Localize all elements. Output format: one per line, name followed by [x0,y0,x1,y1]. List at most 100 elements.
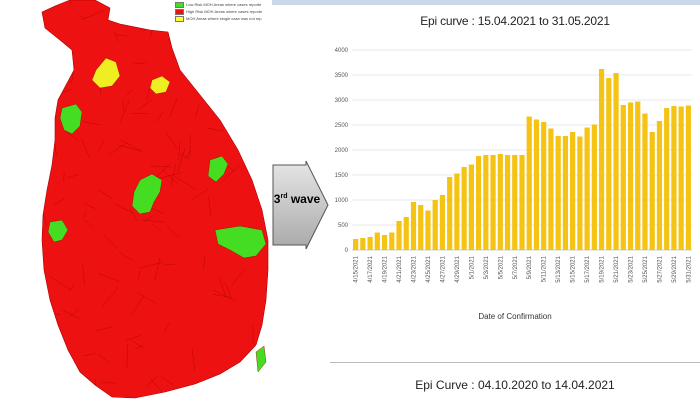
bar [679,107,684,251]
x-tick-label: 5/23/2021 [629,255,635,282]
bar [382,235,387,250]
bar [396,221,401,250]
wave-word: wave [291,192,320,206]
bar [642,114,647,251]
x-tick-label: 5/7/2021 [513,255,519,279]
bar [548,129,553,251]
bar [534,120,539,251]
x-tick-label: 4/29/2021 [455,255,461,282]
low-risk-area-south [256,346,266,372]
legend-swatch [175,16,184,22]
bar [650,132,655,250]
x-tick-label: 4/25/2021 [426,255,432,282]
bar [556,136,561,250]
legend-swatch [175,2,184,8]
y-tick-label: 2000 [335,148,349,154]
bar [628,103,633,251]
wave-suffix: rd [280,193,287,200]
bar [563,136,568,250]
x-tick-label: 5/9/2021 [527,255,533,279]
bar [469,165,474,251]
bar [635,102,640,251]
bar [440,195,445,250]
bar [476,156,481,250]
bar [686,106,691,251]
bar [454,174,459,251]
bar [483,155,488,250]
x-axis-label: Date of Confirmation [330,312,700,321]
y-tick-label: 500 [338,223,349,229]
x-tick-label: 4/21/2021 [397,255,403,282]
bar [367,237,372,250]
bar [671,106,676,250]
bar [606,78,611,250]
x-tick-label: 5/1/2021 [469,255,475,279]
bar [433,200,438,250]
x-tick-label: 5/21/2021 [614,255,620,282]
legend-item: Low Risk MOH Areas where cases reporte [175,2,261,7]
bar [621,105,626,250]
bar [519,155,524,250]
x-tick-label: 5/31/2021 [686,255,692,282]
bar [657,121,662,250]
bar [599,69,604,250]
bar [527,117,532,251]
bar [404,217,409,250]
x-tick-label: 4/19/2021 [383,255,389,282]
bar [664,108,669,250]
bar [592,125,597,251]
legend-item: High Risk MOH Areas where cases reporte [175,9,262,14]
map-legend: Low Risk MOH Areas where cases reporte Hi… [172,0,270,26]
x-tick-label: 4/17/2021 [368,255,374,282]
x-tick-label: 5/11/2021 [542,255,548,282]
x-tick-label: 4/15/2021 [354,255,360,282]
x-tick-label: 5/27/2021 [657,255,663,282]
bar [360,238,365,250]
x-tick-label: 5/17/2021 [585,255,591,282]
x-tick-label: 5/15/2021 [571,255,577,282]
bar [411,202,416,250]
y-tick-label: 3000 [335,98,349,104]
bar [425,211,430,251]
x-tick-label: 4/27/2021 [440,255,446,282]
x-tick-label: 5/3/2021 [484,255,490,279]
x-tick-label: 5/5/2021 [498,255,504,279]
bar [541,122,546,250]
bar [490,155,495,250]
x-tick-label: 5/19/2021 [600,255,606,282]
second-chart-title: Epi Curve : 04.10.2020 to 14.04.2021 [330,378,700,392]
legend-label: High Risk MOH Areas where cases reporte [186,9,262,14]
y-tick-label: 1000 [335,198,349,204]
x-tick-label: 5/25/2021 [643,255,649,282]
x-tick-label: 5/29/2021 [672,255,678,282]
section-divider [330,362,700,363]
legend-item: MOH Areas where single case was not rep [175,16,262,21]
bar [570,132,575,250]
x-tick-label: 4/23/2021 [411,255,417,282]
legend-label: MOH Areas where single case was not rep [186,16,262,21]
map-svg [0,0,270,400]
bar [447,177,452,250]
x-tick-label: 5/13/2021 [556,255,562,282]
bar [418,205,423,250]
y-tick-label: 1500 [335,173,349,179]
epi-curve-chart: 0 500 1000 1500 2000 2500 3000 3500 4000 4/15/202… [330,0,700,320]
legend-swatch [175,9,184,15]
sri-lanka-risk-map: Low Risk MOH Areas where cases reporte Hi… [0,0,270,400]
bar [512,155,517,250]
bar [375,233,380,251]
bar [585,128,590,251]
y-tick-label: 2500 [335,123,349,129]
wave-label: 3rd wave [272,192,322,206]
legend-label: Low Risk MOH Areas where cases reporte [186,2,261,7]
y-tick-label: 4000 [335,48,349,54]
y-tick-label: 0 [345,248,349,254]
bar [505,155,510,250]
y-tick-label: 3500 [335,73,349,79]
bar [389,233,394,251]
bar [353,239,358,250]
bar [577,137,582,251]
bar [613,73,618,250]
bar [498,154,503,250]
bar [462,167,467,250]
